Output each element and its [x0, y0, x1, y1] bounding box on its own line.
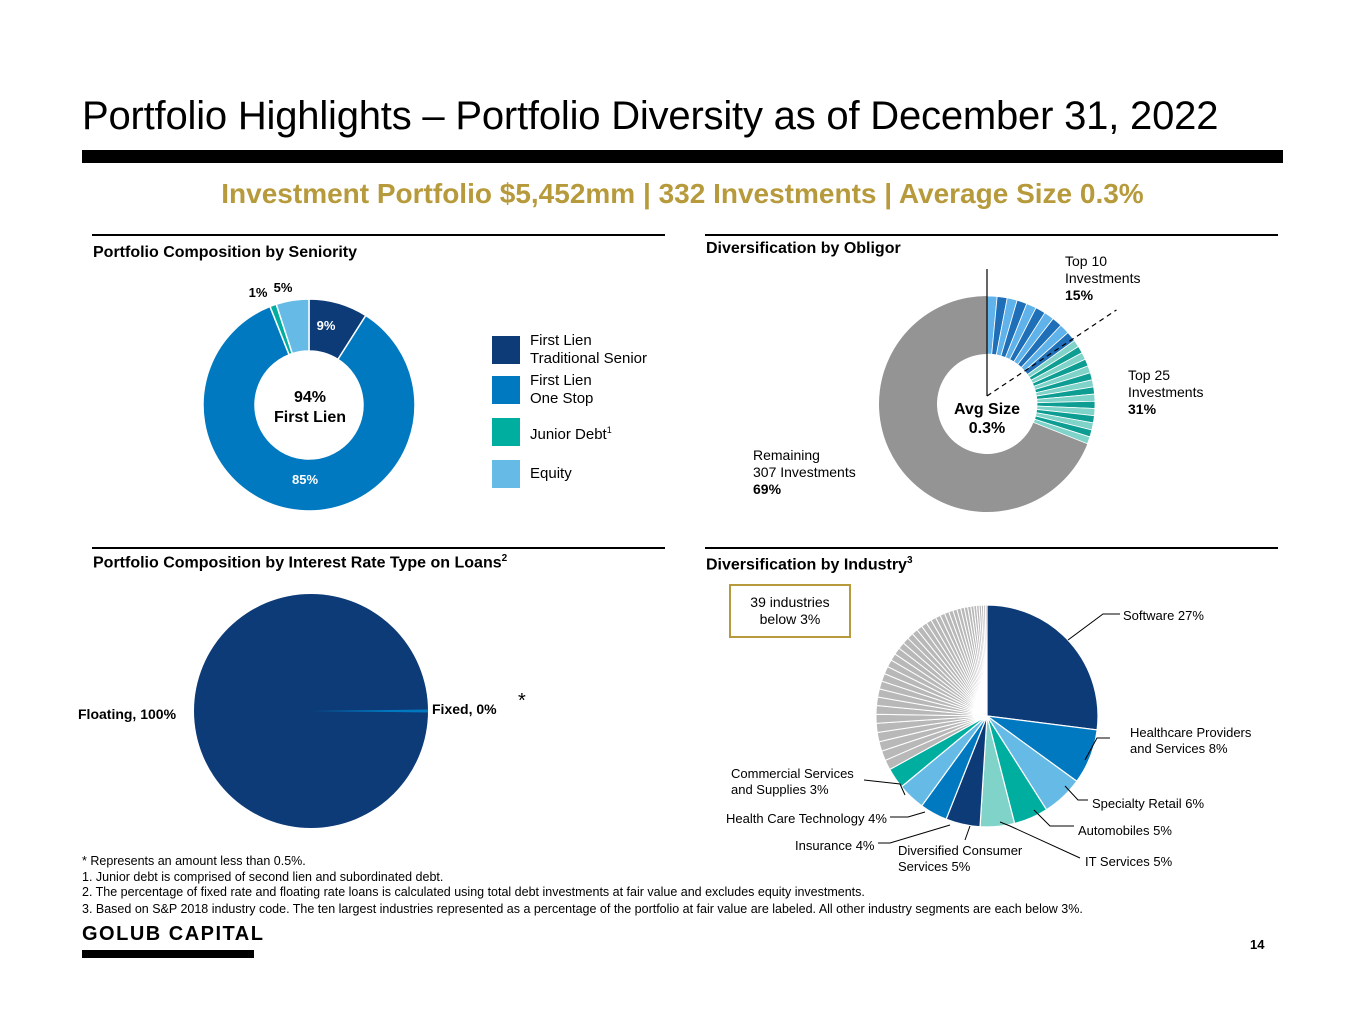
industry-label-specialty-retail: Specialty Retail 6%: [1092, 796, 1204, 811]
industry-label-automobiles: Automobiles 5%: [1078, 823, 1172, 838]
seniority-label-traditional: 9%: [317, 318, 336, 333]
interest-pie: [194, 594, 429, 828]
industries-below-box: 39 industries below 3%: [729, 584, 851, 638]
legend-swatch: [492, 376, 520, 404]
industry-leader-line: [964, 825, 971, 841]
obligor-title: Diversification by Obligor: [706, 240, 901, 257]
fixed-label: Fixed, 0%: [432, 701, 497, 717]
footnote-2: 2. The percentage of fixed rate and floa…: [82, 885, 865, 899]
seniority-slice: [202, 305, 416, 512]
industry-label-diversified-consumer: Diversified Consumer Services 5%: [898, 843, 1023, 874]
interest-rule: [92, 547, 665, 549]
industry-leader-line: [878, 824, 951, 844]
legend-swatch: [492, 418, 520, 446]
title-rule: [82, 150, 1283, 163]
legend-label-sup: 1: [606, 424, 612, 435]
industry-leader-line: [863, 779, 906, 796]
legend-label: Equity: [530, 465, 572, 482]
industry-leader-line: [890, 811, 926, 818]
seniority-title: Portfolio Composition by Seniority: [93, 244, 357, 261]
top10-label-text: Top 10 Investments: [1065, 253, 1141, 286]
industry-label-health-care-tech: Health Care Technology 4%: [726, 811, 887, 826]
footnote-asterisk: * Represents an amount less than 0.5%.: [82, 854, 306, 868]
seniority-center-label: 94% First Lien: [273, 389, 346, 426]
seniority-rule: [92, 234, 665, 236]
top25-label: Top 25 Investments 31%: [1128, 367, 1203, 418]
industry-title-sup: 3: [906, 555, 913, 566]
obligor-slice-top25: [1032, 418, 1091, 445]
seniority-label-equity: 5%: [274, 280, 293, 295]
legend-label-text: Junior Debt: [530, 425, 607, 443]
interest-title: Portfolio Composition by Interest Rate T…: [93, 553, 507, 572]
legend-label: First Lien Traditional Senior: [530, 332, 648, 367]
remaining-label-text: Remaining 307 Investments: [753, 447, 856, 480]
legend-item: First Lien One Stop: [492, 372, 647, 408]
industry-label-commercial-services: Commercial Services and Supplies 3%: [731, 766, 854, 797]
interest-title-sup: 2: [501, 553, 508, 564]
footnote-3: 3. Based on S&P 2018 industry code. The …: [82, 902, 1083, 916]
industry-label-insurance: Insurance 4%: [795, 838, 875, 853]
legend-swatch: [492, 460, 520, 488]
industry-slice: [986, 604, 1099, 731]
floating-label: Floating, 100%: [78, 706, 177, 722]
obligor-slice-remaining: [878, 296, 1088, 512]
logo-bar: [82, 950, 254, 958]
industry-leader-line: [1064, 785, 1088, 801]
industry-slice-small: [984, 604, 988, 717]
footnote-1: 1. Junior debt is comprised of second li…: [82, 870, 444, 884]
legend-label: First Lien One Stop: [530, 372, 594, 407]
legend-swatch: [492, 336, 520, 364]
industry-leader-line: [1067, 613, 1120, 641]
obligor-dashed-line: [986, 309, 1117, 397]
legend-item: Junior Debt1: [492, 414, 647, 450]
legend-label: Junior Debt1: [530, 421, 612, 444]
industry-leader-line: [1033, 809, 1074, 827]
industry-rule: [705, 547, 1278, 549]
industry-title-text: Diversification by Industry: [706, 556, 907, 574]
interest-title-text: Portfolio Composition by Interest Rate T…: [93, 554, 502, 572]
top10-label: Top 10 Investments 15%: [1065, 253, 1140, 304]
seniority-legend: First Lien Traditional Senior First Lien…: [492, 332, 647, 492]
industry-label-software: Software 27%: [1123, 608, 1204, 623]
top25-label-text: Top 25 Investments: [1128, 367, 1204, 400]
top10-value: 15%: [1065, 287, 1094, 303]
seniority-label-junior: 1%: [249, 285, 268, 300]
obligor-center-label: Avg Size 0.3%: [953, 401, 1021, 437]
industry-label-healthcare: Healthcare Providers and Services 8%: [1130, 725, 1252, 756]
seniority-donut: 9% 85% 1% 5%: [202, 280, 416, 512]
remaining-value: 69%: [753, 481, 782, 497]
industry-title: Diversification by Industry3: [706, 555, 913, 574]
top25-value: 31%: [1128, 401, 1157, 417]
asterisk-mark: *: [518, 690, 526, 712]
headline-summary: Investment Portfolio $5,452mm | 332 Inve…: [221, 178, 1144, 209]
seniority-label-one-stop: 85%: [292, 472, 318, 487]
page-title: Portfolio Highlights – Portfolio Diversi…: [82, 94, 1219, 138]
legend-item: Equity: [492, 456, 647, 492]
obligor-donut: [878, 269, 1117, 512]
industry-label-it-services: IT Services 5%: [1085, 854, 1173, 869]
industry-leader-line: [1084, 737, 1110, 761]
company-logo: GOLUB CAPITAL: [82, 923, 265, 945]
seniority-slice: [275, 298, 310, 355]
page-number: 14: [1250, 937, 1265, 952]
industry-pie: [863, 604, 1120, 859]
remaining-label: Remaining 307 Investments 69%: [753, 447, 856, 498]
obligor-rule: [705, 234, 1278, 236]
legend-item: First Lien Traditional Senior: [492, 332, 647, 368]
industry-leader-line: [999, 821, 1081, 859]
interest-slice-fixed: [311, 709, 429, 713]
